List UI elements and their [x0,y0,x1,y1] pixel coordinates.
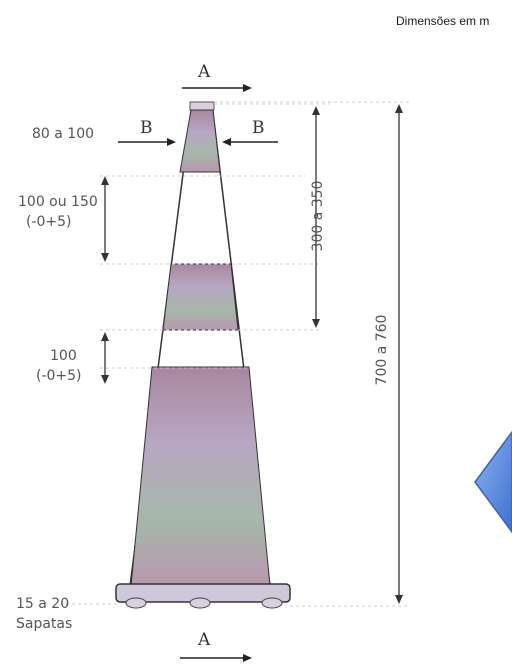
cone-stripe-bottom [130,366,271,587]
cone-top-cap [189,101,215,111]
arrowhead [101,253,109,262]
dim-label-band-2: 100 (-0+5) [36,346,82,386]
arrowhead [101,332,109,341]
dim-label-upper-height: 300 a 350 [310,181,326,252]
section-b-right-label: B [252,118,265,138]
arrowhead [243,84,252,92]
base-foot [189,597,211,609]
dim-label-top-width: 80 a 100 [32,126,95,142]
dim-label-band-1: 100 ou 150 (-0+5) [18,192,98,232]
arrowhead [312,106,320,115]
arrowhead [243,654,252,662]
base-foot [261,597,283,609]
arrowhead [222,138,231,146]
arrowhead [395,595,403,604]
dim-label-band-2-tolerance: (-0+5) [36,368,82,384]
section-b-left-label: B [140,118,153,138]
dim-label-band-2-value: 100 [50,348,77,364]
units-note: Dimensões em m [396,14,490,28]
section-a-top-label: A [198,62,211,82]
arrowhead [167,138,176,146]
arrowhead [101,176,109,185]
dim-label-feet-caption: Sapatas [16,616,73,632]
cone-stripe-middle [162,263,239,331]
dim-label-feet: 15 a 20 Sapatas [16,594,72,634]
dim-label-band-1-tolerance: (-0+5) [26,214,72,230]
section-a-bottom-label: A [198,630,211,650]
dim-label-total-height: 700 a 760 [374,315,390,386]
arrowhead [312,319,320,328]
base-foot [125,597,147,609]
left-arrow-icon[interactable] [474,430,512,534]
dim-label-feet-value: 15 a 20 [16,596,70,612]
arrowhead [395,104,403,113]
dim-label-band-1-value: 100 ou 150 [18,194,98,210]
cone-stripe-top [179,109,221,173]
arrowhead [101,375,109,384]
